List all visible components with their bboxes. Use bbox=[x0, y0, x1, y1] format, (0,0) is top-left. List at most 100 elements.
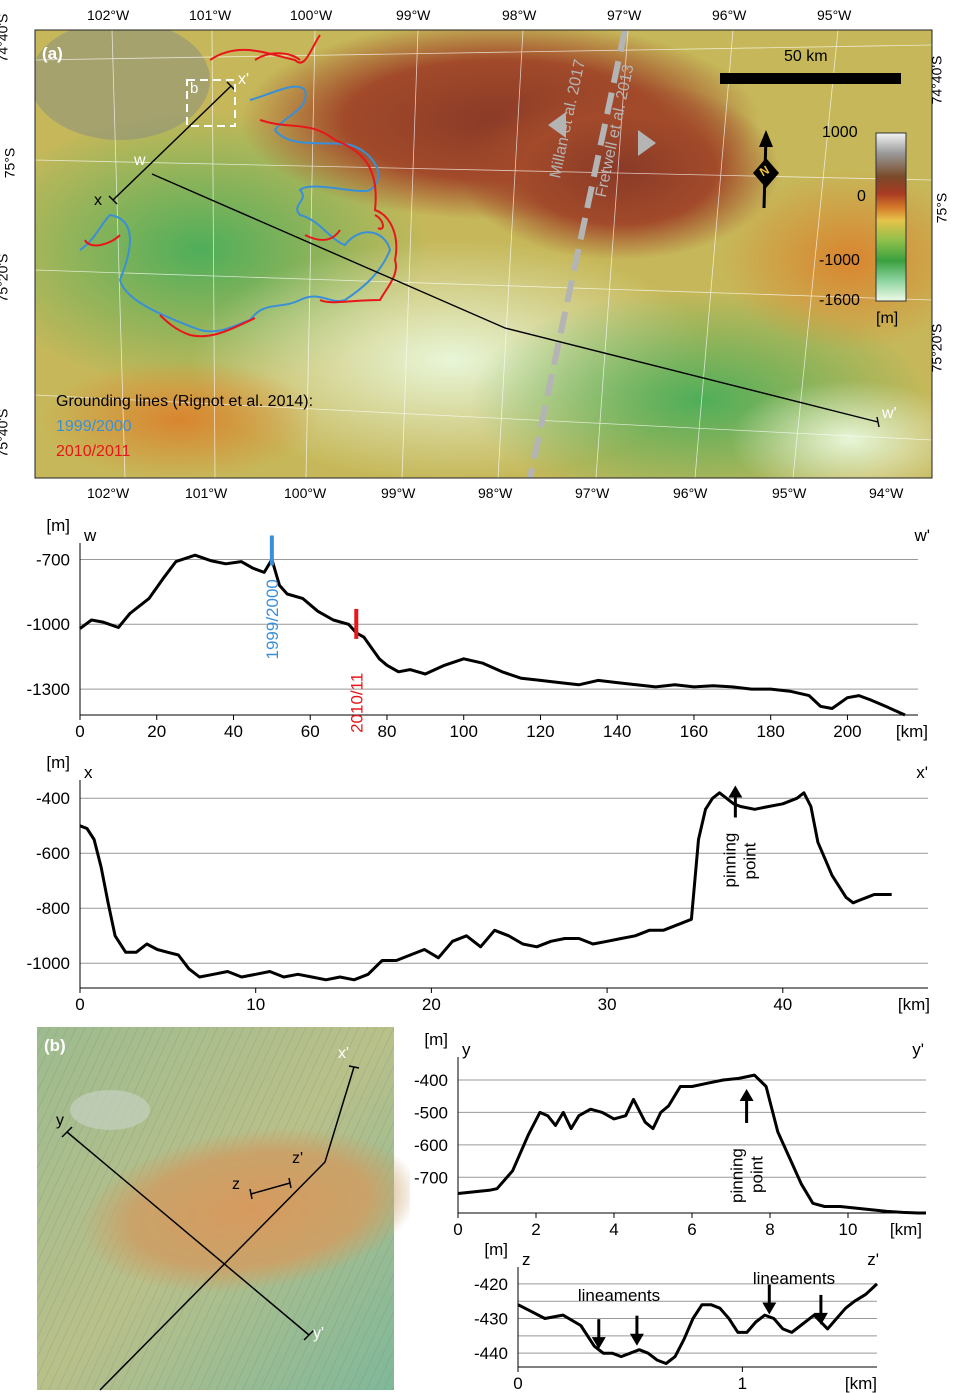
lon-label: 95°W bbox=[817, 7, 852, 23]
y-tick-label: -400 bbox=[414, 1071, 448, 1090]
legend-2010: 2010/2011 bbox=[56, 443, 131, 460]
y-tick-label: -1000 bbox=[27, 615, 70, 634]
chart-yy: -400 -500 -600 -700 0 2 4 6 8 10 [m] y y' [km] pinning… bbox=[414, 1030, 926, 1239]
x-tick-label: 40 bbox=[773, 995, 792, 1014]
x-tick-label: 160 bbox=[680, 722, 708, 741]
y-unit-label: [m] bbox=[484, 1240, 508, 1259]
x-tick-label: 1 bbox=[738, 1374, 747, 1393]
panel-b-label-z: z bbox=[232, 1176, 240, 1193]
panel-b-label-xp: x' bbox=[338, 1045, 350, 1062]
colorbar-tick: -1600 bbox=[819, 292, 860, 309]
lon-label: 101°W bbox=[185, 485, 228, 501]
profile-label-wp: w' bbox=[882, 405, 897, 422]
lon-label: 97°W bbox=[575, 485, 610, 501]
pinning-point-arrowhead bbox=[728, 785, 743, 798]
x-unit-label: [km] bbox=[896, 722, 928, 741]
x-unit-label: [km] bbox=[898, 995, 930, 1014]
legend-title: Grounding lines (Rignot et al. 2014): bbox=[56, 393, 314, 410]
x-tick-label: 20 bbox=[147, 722, 166, 741]
profile-start-label: z bbox=[522, 1250, 531, 1269]
pinning-point-label: pinning bbox=[728, 1148, 747, 1203]
colorbar-unit: [m] bbox=[876, 310, 899, 327]
lon-label: 95°W bbox=[772, 485, 807, 501]
bathymetry-background bbox=[35, 30, 932, 478]
grounding-line-1999 bbox=[79, 85, 392, 333]
reference-boundary-line bbox=[527, 30, 628, 478]
y-tick-label: -440 bbox=[474, 1344, 508, 1363]
y-tick-label: -700 bbox=[414, 1168, 448, 1187]
x-tick-label: 20 bbox=[422, 995, 441, 1014]
colorbar-tick: -1000 bbox=[819, 252, 860, 269]
x-tick-label: 2 bbox=[531, 1220, 540, 1239]
y-tick-label: -600 bbox=[36, 844, 70, 863]
x-unit-label: [km] bbox=[890, 1220, 922, 1239]
x-tick-label: 6 bbox=[687, 1220, 696, 1239]
pinning-point-label: point bbox=[740, 842, 759, 879]
pinning-point-label: point bbox=[748, 1156, 767, 1193]
lon-label: 96°W bbox=[712, 7, 747, 23]
chart-ww: -700 -1000 -1300 0 20 40 60 80 100 120 140 160 180 20… bbox=[27, 516, 930, 741]
top-longitude-labels: 102°W 101°W 100°W 99°W 98°W 97°W 96°W 95… bbox=[0, 7, 956, 27]
lon-label: 96°W bbox=[673, 485, 708, 501]
box-label-b: b bbox=[190, 80, 199, 97]
panel-a-label: (a) bbox=[42, 44, 63, 63]
y-unit-label: [m] bbox=[424, 1030, 448, 1049]
lineament-arrowhead bbox=[591, 1337, 606, 1350]
lon-label: 102°W bbox=[87, 485, 130, 501]
x-tick-label: 30 bbox=[598, 995, 617, 1014]
profile-label-x: x bbox=[94, 192, 102, 209]
lineament-arrowhead bbox=[762, 1302, 777, 1315]
profile-line bbox=[517, 1282, 879, 1365]
profile-start-label: y bbox=[462, 1040, 471, 1059]
y-tick-label: -800 bbox=[36, 899, 70, 918]
left-latitude-labels: 74°40'S 75°S 75°20'S 75°40'S bbox=[0, 0, 34, 480]
y-tick-label: -1000 bbox=[27, 954, 70, 973]
x-tick-label: 100 bbox=[450, 722, 478, 741]
profile-end-label: x' bbox=[916, 763, 928, 782]
x-tick-label: 0 bbox=[75, 722, 84, 741]
profile-line bbox=[457, 1073, 926, 1215]
profile-x-detail bbox=[99, 1066, 355, 1391]
profile-y bbox=[66, 1131, 310, 1336]
lat-label: 74°40'S bbox=[0, 13, 11, 63]
scalebar-label: 50 km bbox=[784, 48, 828, 65]
y-tick-label: -1300 bbox=[27, 680, 70, 699]
arrow-left-icon bbox=[548, 112, 566, 138]
lon-label: 102°W bbox=[87, 7, 130, 23]
lat-label: 75°20'S bbox=[0, 253, 11, 303]
x-unit-label: [km] bbox=[845, 1374, 877, 1393]
y-tick-label: -400 bbox=[36, 789, 70, 808]
y-tick-label: -600 bbox=[414, 1136, 448, 1155]
profile-w bbox=[151, 173, 879, 423]
profile-label-xp: x' bbox=[238, 71, 250, 88]
lon-label: 94°W bbox=[869, 485, 904, 501]
lat-label: 75°40'S bbox=[0, 408, 11, 458]
profile-start-label: x bbox=[84, 763, 93, 782]
x-tick-label: 0 bbox=[75, 995, 84, 1014]
y-tick-label: -500 bbox=[414, 1103, 448, 1122]
profile-end-label: z' bbox=[867, 1250, 879, 1269]
lat-label: 75°S bbox=[1, 147, 18, 179]
north-arrow-icon bbox=[753, 130, 779, 209]
chart-xx: -400 -600 -800 -1000 0 10 20 30 40 [m] x x' [km] pinn… bbox=[27, 753, 930, 1014]
x-tick-label: 120 bbox=[526, 722, 554, 741]
x-tick-label: 0 bbox=[453, 1220, 462, 1239]
profile-z bbox=[250, 1182, 291, 1195]
panel-a-map bbox=[34, 29, 933, 479]
x-tick-label: 200 bbox=[833, 722, 861, 741]
y-unit-label: [m] bbox=[46, 753, 70, 772]
y-tick-label: -420 bbox=[474, 1275, 508, 1294]
bottom-longitude-labels: 102°W 101°W 100°W 99°W 98°W 97°W 96°W 95… bbox=[0, 485, 956, 505]
colorbar-tick: 1000 bbox=[822, 124, 858, 141]
x-tick-label: 40 bbox=[224, 722, 243, 741]
lat-label: 74°40'S bbox=[928, 55, 945, 105]
x-tick-label: 0 bbox=[513, 1374, 522, 1393]
x-tick-label: 80 bbox=[378, 722, 397, 741]
lat-label: 75°S bbox=[933, 192, 950, 224]
scalebar bbox=[720, 73, 901, 84]
arrow-right-icon bbox=[638, 130, 656, 156]
x-tick-label: 8 bbox=[765, 1220, 774, 1239]
panel-b-map bbox=[37, 1027, 410, 1391]
panel-b-label-yp: y' bbox=[313, 1325, 325, 1342]
panel-b-extent-box bbox=[186, 79, 236, 127]
